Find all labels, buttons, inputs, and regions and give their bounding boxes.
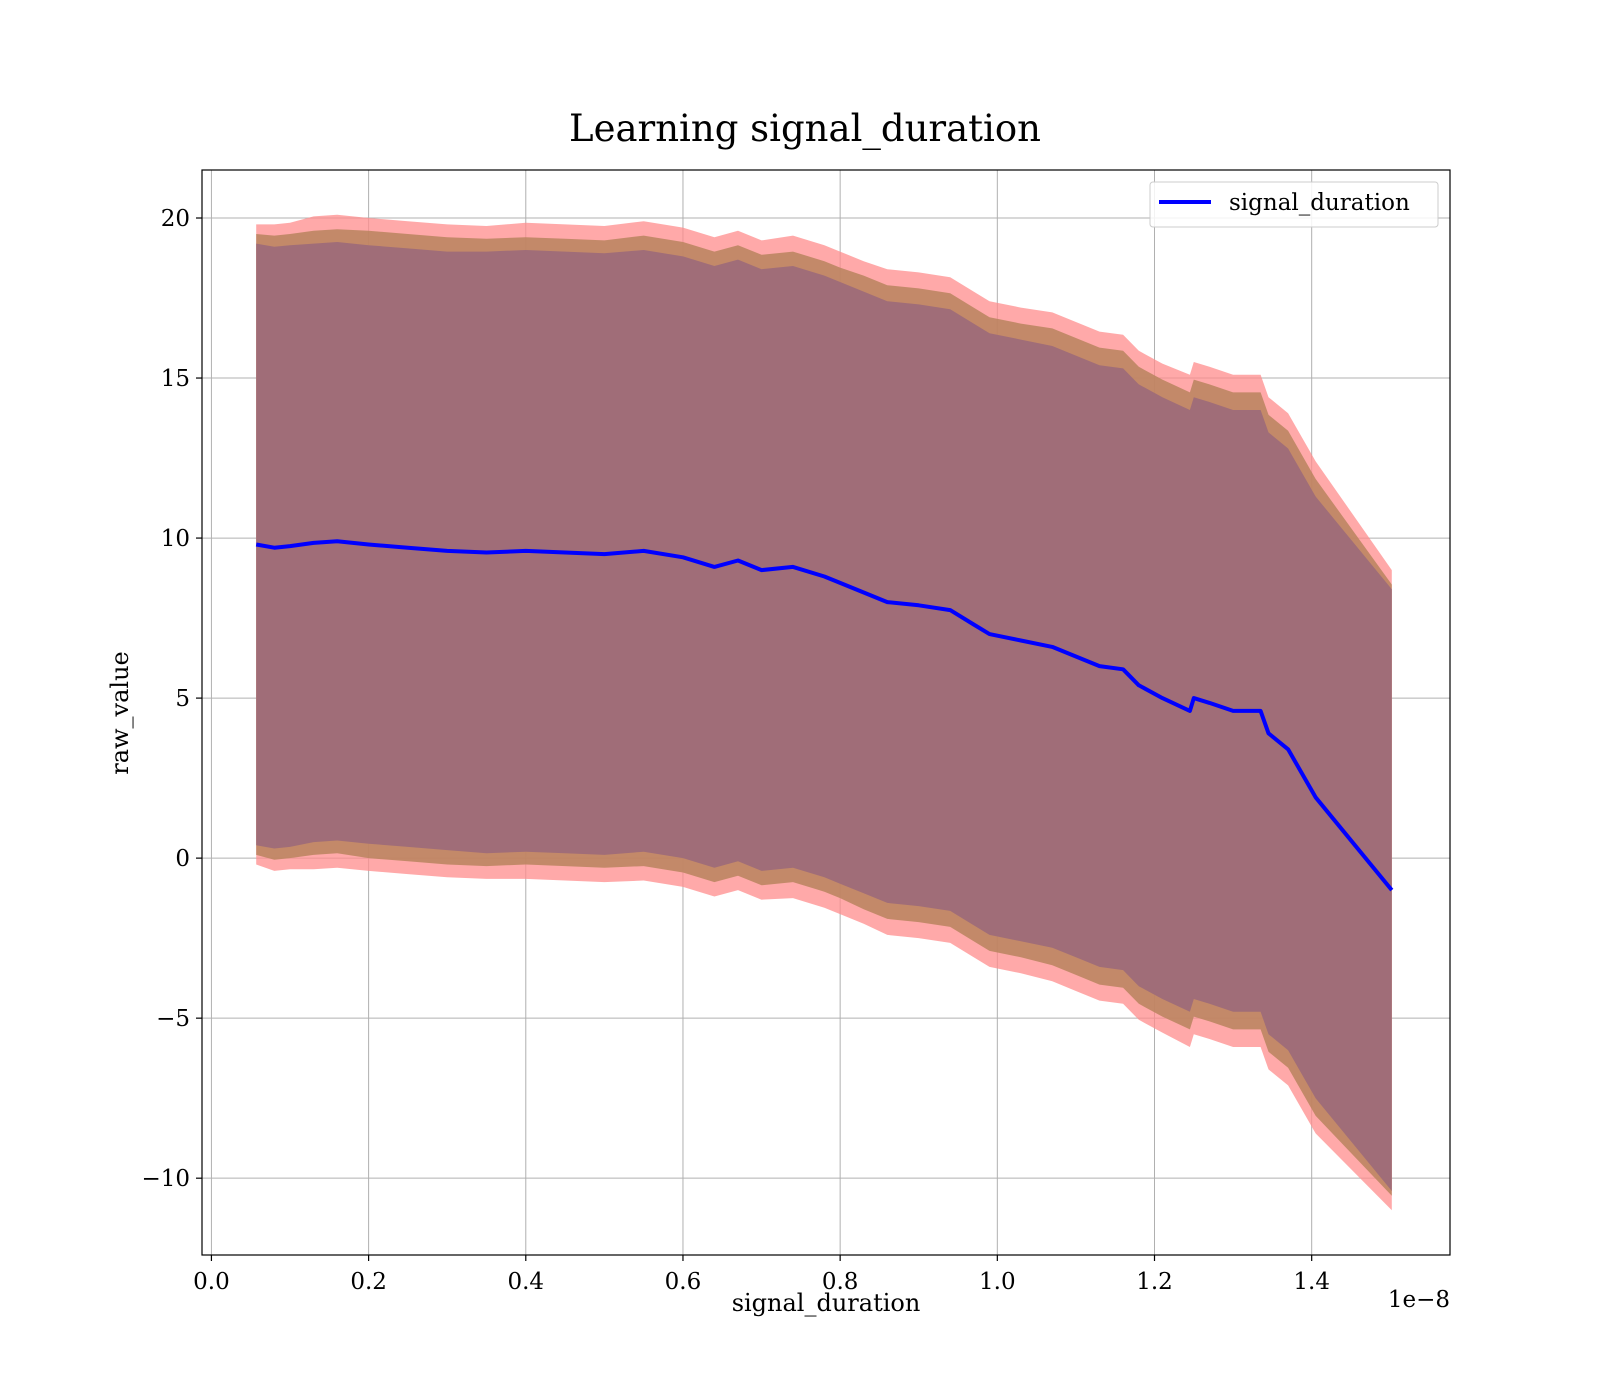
x-tick-label: 1.4	[1293, 1269, 1330, 1295]
series-line-signal-duration	[255, 539, 1394, 892]
y-tick-label: −10	[141, 1166, 190, 1192]
plot-area-frame	[201, 169, 1451, 1256]
x-axis-offset-label: 1e−8	[1388, 1287, 1450, 1313]
y-tick-label: 10	[161, 526, 190, 552]
chart-title: Learning signal_duration	[569, 107, 1041, 151]
x-tick-label: 0.4	[507, 1269, 544, 1295]
y-tick-label: −5	[156, 1006, 190, 1032]
y-axis-label: raw_value	[106, 651, 134, 775]
x-axis-ticks: 0.0 0.2 0.4 0.6 0.8 1.0 1.2 1.4	[193, 1255, 1330, 1295]
legend: signal_duration	[1149, 181, 1439, 228]
x-tick-label: 0.0	[193, 1269, 230, 1295]
x-tick-label: 0.6	[665, 1269, 702, 1295]
uncertainty-bands	[256, 214, 1392, 1211]
y-axis-ticks: −10 −5 0 5 10 15 20	[141, 206, 202, 1192]
x-tick-label: 1.0	[979, 1269, 1016, 1295]
x-tick-label: 1.2	[1136, 1269, 1173, 1295]
uncertainty-band-3	[256, 242, 1392, 1191]
y-tick-label: 5	[175, 686, 190, 712]
y-tick-label: 0	[175, 846, 190, 872]
y-tick-label: 20	[161, 206, 190, 232]
series-lines	[255, 539, 1394, 892]
x-tick-label: 0.8	[822, 1269, 859, 1295]
y-tick-label: 15	[161, 366, 190, 392]
legend-label-signal-duration: signal_duration	[1229, 190, 1410, 216]
x-tick-label: 0.2	[350, 1269, 387, 1295]
x-axis-label: signal_duration	[732, 1289, 921, 1317]
legend-box	[1149, 181, 1439, 228]
